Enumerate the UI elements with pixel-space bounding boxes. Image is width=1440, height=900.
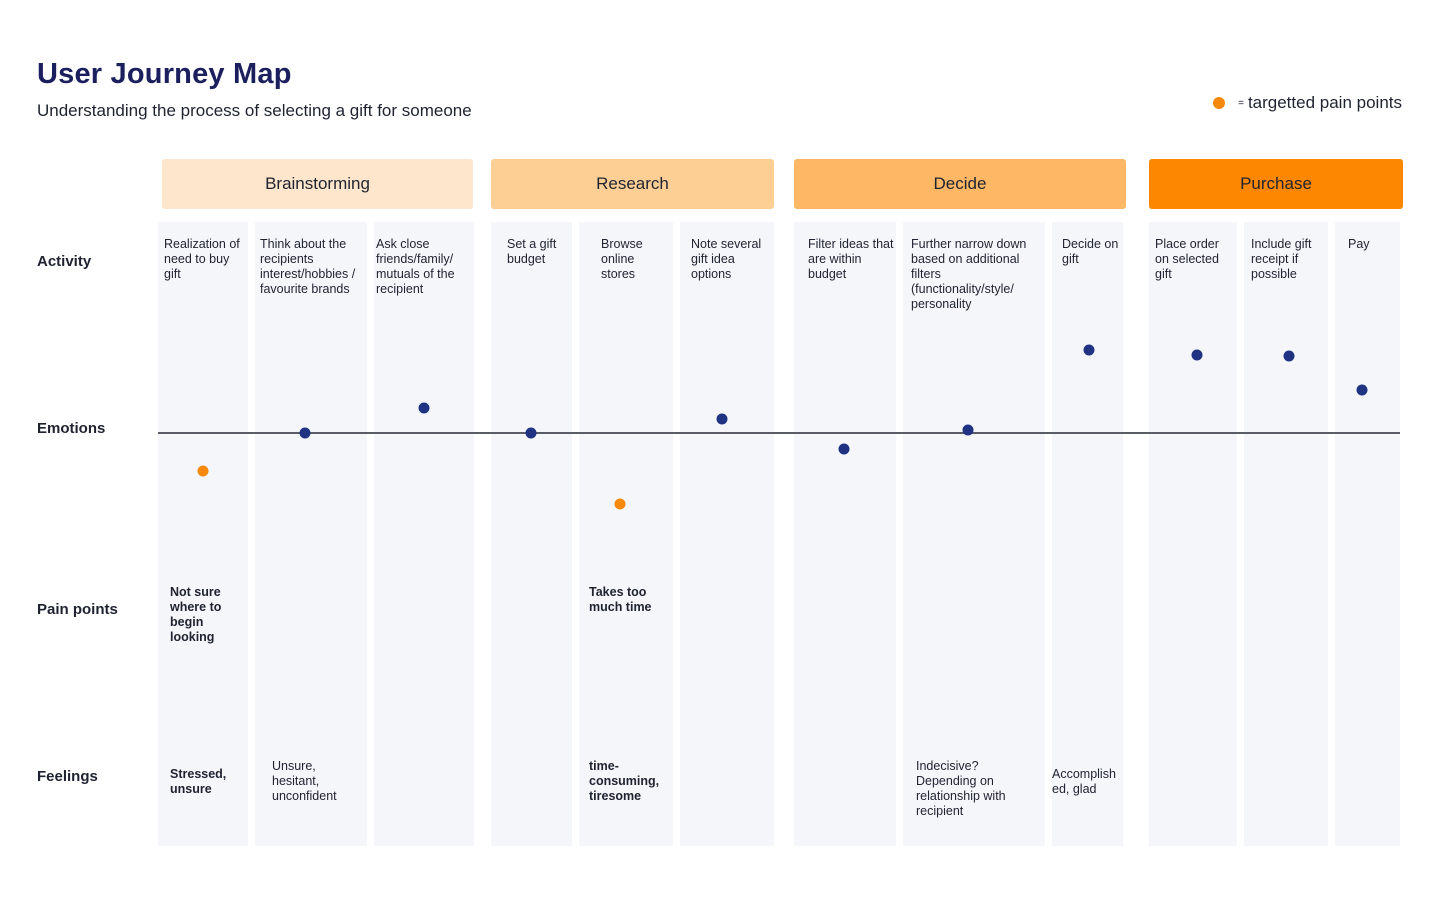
pain-point-dot-icon (1213, 97, 1226, 109)
activity-text: Ask close friends/family/ mutuals of the… (376, 237, 455, 296)
pain-point-text: Takes too much time (589, 585, 652, 614)
activity-text: Realization of need to buy gift (164, 237, 240, 281)
phase-research: Research (491, 159, 774, 209)
pain-point-emotion-dot (614, 498, 626, 510)
row-label-activity: Activity (37, 253, 92, 270)
pain-point-emotion-dot (197, 465, 209, 477)
phase-brainstorming: Brainstorming (162, 159, 473, 209)
page-subtitle: Understanding the process of selecting a… (37, 101, 472, 120)
activity-text: Further narrow down based on additional … (911, 237, 1027, 311)
activity-text: Include gift receipt if possible (1251, 237, 1312, 281)
feeling-text: time-consuming, tiresome (589, 759, 660, 803)
journey-column (158, 222, 248, 846)
journey-column (491, 222, 572, 846)
legend-equals: = (1238, 97, 1244, 109)
emotion-dot (1356, 384, 1368, 396)
activity-text: Browse online stores (601, 237, 643, 281)
journey-column (374, 222, 474, 846)
phase-purchase: Purchase (1149, 159, 1403, 209)
pain-point-text: Not sure where to begin looking (170, 585, 222, 644)
journey-column (1244, 222, 1328, 846)
page-title: User Journey Map (37, 58, 292, 90)
activity-text: Think about the recipients interest/hobb… (260, 237, 356, 296)
journey-column (1335, 222, 1400, 846)
feeling-text: Stressed, unsure (170, 767, 227, 796)
emotion-dot (299, 427, 311, 439)
emotion-dot (838, 443, 850, 455)
emotion-dot (962, 424, 974, 436)
phase-decide: Decide (794, 159, 1126, 209)
emotion-dot (418, 402, 430, 414)
activity-text: Set a gift budget (507, 237, 557, 266)
journey-column (903, 222, 1045, 846)
journey-column (794, 222, 896, 846)
legend: = targetted pain points (1213, 93, 1402, 113)
emotion-dot (1083, 344, 1095, 356)
feeling-text: Unsure, hesitant, unconfident (272, 759, 337, 803)
emotion-baseline (158, 432, 1400, 434)
row-label-pain-points: Pain points (37, 601, 118, 618)
activity-text: Pay (1348, 237, 1370, 251)
activity-text: Filter ideas that are within budget (808, 237, 894, 281)
emotion-dot (716, 413, 728, 425)
activity-text: Note several gift idea options (691, 237, 762, 281)
journey-column (1149, 222, 1237, 846)
row-label-feelings: Feelings (37, 768, 98, 785)
journey-column (1052, 222, 1123, 846)
emotion-dot (1283, 350, 1295, 362)
emotion-dot (525, 427, 537, 439)
activity-text: Decide on gift (1062, 237, 1119, 266)
emotion-dot (1191, 349, 1203, 361)
row-label-emotions: Emotions (37, 420, 106, 437)
journey-column (255, 222, 367, 846)
feeling-text: Indecisive? Depending on relationship wi… (916, 759, 1006, 818)
legend-label: targetted pain points (1247, 93, 1402, 112)
journey-column (579, 222, 673, 846)
journey-column (680, 222, 774, 846)
activity-text: Place order on selected gift (1155, 237, 1219, 281)
feeling-text: Accomplish ed, glad (1052, 767, 1116, 796)
